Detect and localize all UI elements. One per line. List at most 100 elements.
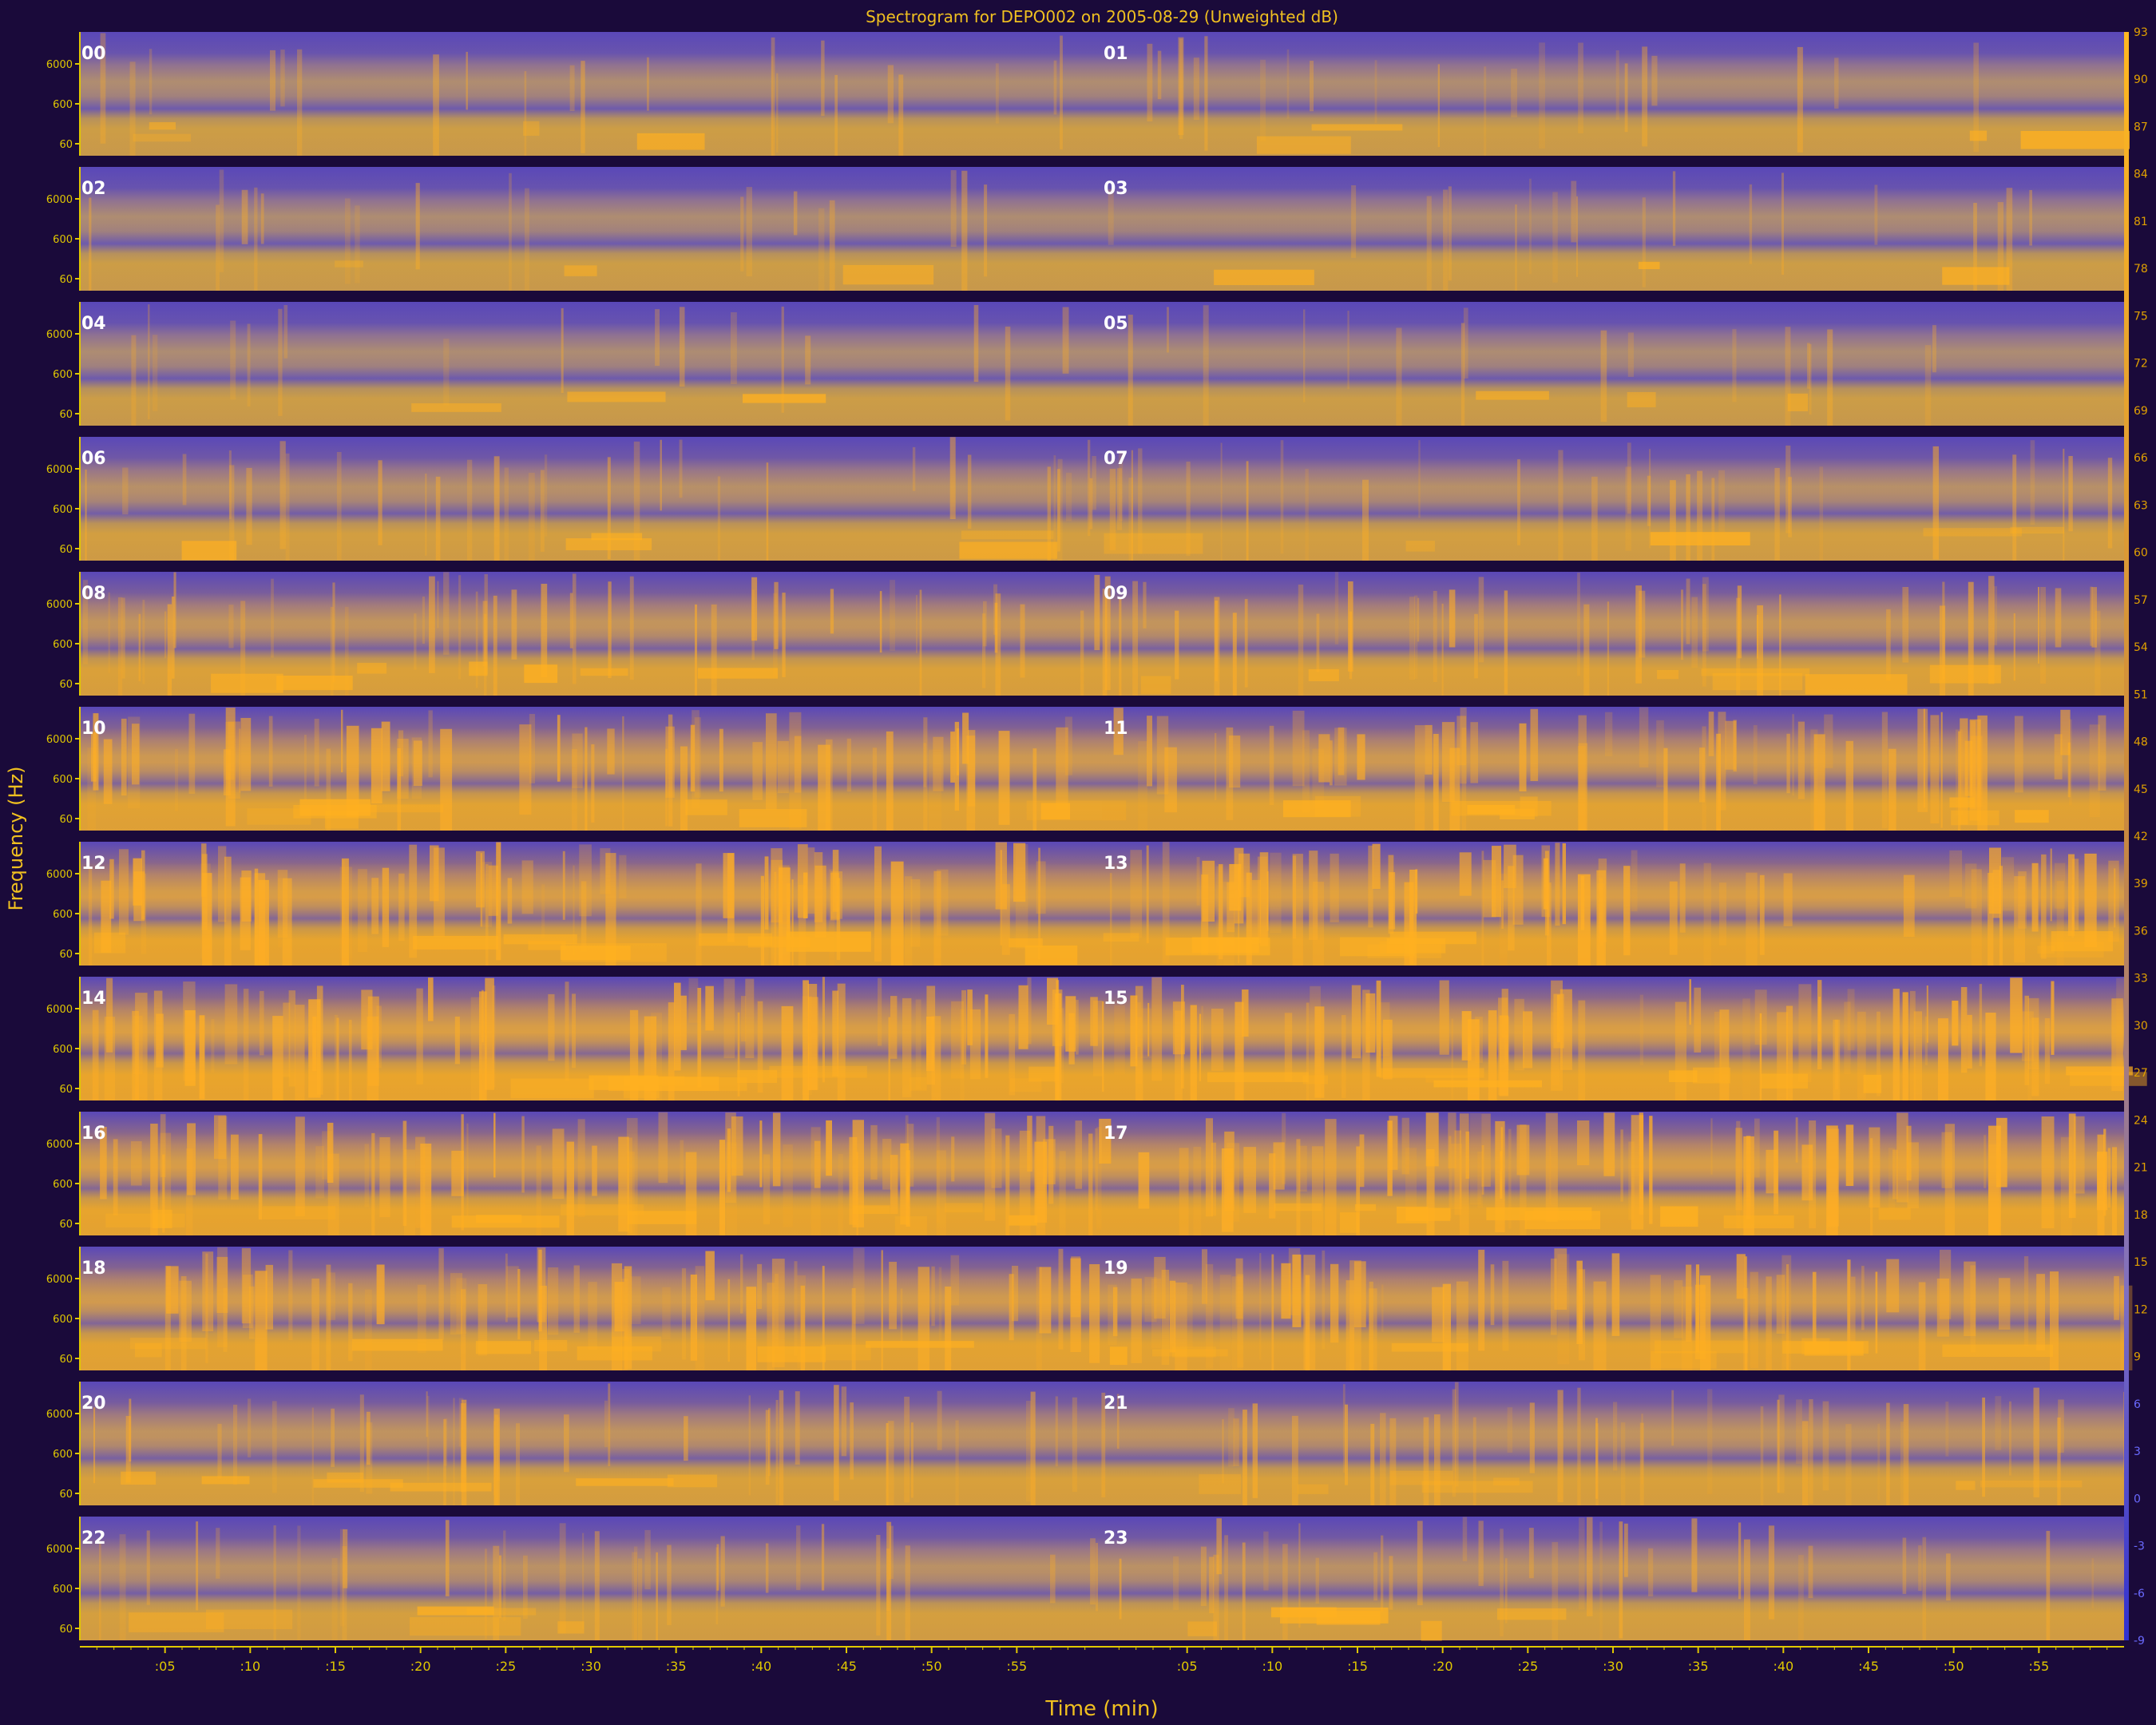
sound-streak bbox=[315, 1146, 324, 1199]
sound-streak bbox=[1500, 1127, 1503, 1171]
sound-streak bbox=[1389, 1418, 1397, 1505]
low-frequency-blob bbox=[1638, 261, 1660, 269]
y-tick-label: 60 bbox=[59, 814, 73, 826]
sound-streak bbox=[258, 879, 269, 966]
low-frequency-blob bbox=[1308, 668, 1339, 681]
sound-streak bbox=[1797, 721, 1805, 799]
sound-streak bbox=[579, 844, 592, 917]
sound-streak bbox=[1807, 343, 1810, 389]
low-frequency-blob bbox=[1280, 1607, 1389, 1624]
sound-streak bbox=[288, 990, 295, 1087]
sound-streak bbox=[1050, 1554, 1056, 1604]
sound-streak bbox=[779, 1390, 784, 1505]
sound-streak bbox=[1055, 1396, 1058, 1467]
sound-streak bbox=[1738, 1522, 1742, 1600]
sound-streak bbox=[539, 1286, 547, 1370]
sound-streak bbox=[968, 730, 976, 807]
sound-streak bbox=[1065, 996, 1076, 1052]
sound-streak bbox=[285, 453, 290, 561]
sound-streak bbox=[1896, 1112, 1908, 1203]
sound-streak bbox=[1269, 725, 1274, 806]
sound-streak bbox=[1092, 1001, 1103, 1077]
sound-streak bbox=[1288, 1248, 1301, 1315]
colorbar-tick-label: 18 bbox=[2134, 1209, 2148, 1222]
sound-streak bbox=[2033, 1387, 2039, 1497]
sound-streak bbox=[1000, 850, 1002, 946]
sound-streak bbox=[1501, 880, 1504, 929]
sound-streak bbox=[1615, 50, 1619, 120]
sound-streak bbox=[1552, 1012, 1560, 1085]
sound-streak bbox=[1472, 1417, 1476, 1505]
activity-wash bbox=[1102, 842, 2124, 966]
sound-streak bbox=[807, 847, 815, 914]
panel-row: 06 07 bbox=[80, 437, 2124, 561]
sound-streak bbox=[1556, 994, 1560, 1042]
sound-streak bbox=[950, 732, 955, 783]
sound-streak bbox=[1132, 581, 1138, 696]
low-frequency-blob bbox=[356, 804, 444, 813]
sound-streak bbox=[1554, 1248, 1567, 1310]
sound-streak bbox=[667, 1545, 672, 1625]
sound-streak bbox=[278, 308, 283, 416]
sound-streak bbox=[93, 713, 99, 791]
low-frequency-blob bbox=[357, 663, 387, 674]
sound-streak bbox=[2108, 860, 2119, 942]
sound-streak bbox=[466, 459, 473, 561]
sound-streak bbox=[1499, 874, 1508, 966]
sound-streak bbox=[470, 997, 482, 1100]
panel-row: 02 03 bbox=[80, 167, 2124, 291]
sound-streak bbox=[1213, 1554, 1219, 1640]
sound-streak bbox=[196, 1521, 199, 1611]
sound-streak bbox=[1193, 58, 1199, 121]
sound-streak bbox=[969, 1009, 981, 1080]
sound-streak bbox=[397, 748, 402, 831]
sound-streak bbox=[1785, 327, 1791, 426]
sound-streak bbox=[912, 446, 916, 491]
sound-streak bbox=[2063, 448, 2065, 561]
low-frequency-blob bbox=[1805, 674, 1908, 695]
sound-streak bbox=[1968, 581, 1974, 696]
sound-streak bbox=[1744, 1539, 1750, 1640]
sound-streak bbox=[966, 736, 976, 831]
sound-streak bbox=[1502, 1260, 1509, 1351]
sound-streak bbox=[1670, 480, 1676, 561]
sound-streak bbox=[1434, 1414, 1441, 1505]
sound-streak bbox=[343, 1529, 348, 1588]
sound-streak bbox=[1926, 985, 1928, 1043]
sound-streak bbox=[1090, 997, 1098, 1046]
sound-streak bbox=[288, 1250, 293, 1341]
sound-streak bbox=[1330, 1263, 1339, 1343]
sound-streak bbox=[507, 878, 513, 924]
sound-streak bbox=[637, 1558, 643, 1640]
sound-streak bbox=[167, 604, 172, 696]
low-frequency-blob bbox=[1298, 1484, 1329, 1494]
sound-streak bbox=[585, 727, 588, 831]
sound-streak bbox=[938, 1267, 942, 1341]
sound-streak bbox=[647, 57, 649, 111]
sound-streak bbox=[1271, 1254, 1274, 1370]
sound-streak bbox=[1511, 69, 1517, 117]
sound-streak bbox=[696, 863, 702, 966]
y-tick-label: 60 bbox=[59, 679, 73, 691]
sound-streak bbox=[1216, 866, 1223, 966]
sound-streak bbox=[818, 744, 830, 831]
low-frequency-blob bbox=[466, 1608, 537, 1616]
sound-streak bbox=[1578, 42, 1583, 133]
sound-streak bbox=[1892, 1149, 1898, 1200]
sound-streak bbox=[697, 988, 702, 1088]
sound-streak bbox=[2014, 876, 2025, 963]
sound-streak bbox=[1303, 1255, 1316, 1370]
sound-streak bbox=[1801, 1144, 1813, 1201]
sound-streak bbox=[1875, 1271, 1878, 1354]
sound-streak bbox=[800, 1285, 805, 1370]
sound-streak bbox=[1711, 478, 1715, 561]
sound-streak bbox=[1027, 977, 1032, 1045]
sound-streak bbox=[1903, 874, 1915, 937]
sound-streak bbox=[1650, 1275, 1661, 1370]
y-tick-label: 60 bbox=[59, 1624, 73, 1636]
panel-label: 13 bbox=[1104, 854, 1128, 874]
colorbar-strip bbox=[2124, 32, 2129, 1640]
sound-streak bbox=[1999, 1278, 2011, 1330]
sound-streak bbox=[478, 1284, 488, 1356]
sound-streak bbox=[605, 853, 616, 966]
